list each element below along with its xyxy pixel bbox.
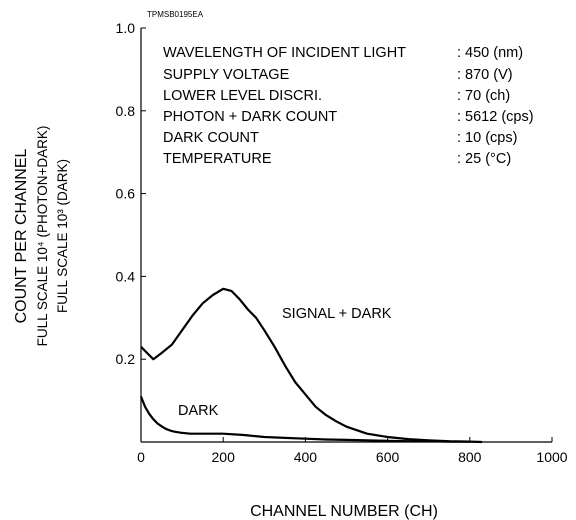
series-line-signal-dark (140, 287, 483, 444)
conditions-panel: WAVELENGTH OF INCIDENT LIGHT SUPPLY VOLT… (163, 45, 534, 167)
series-label-signal-dark: SIGNAL + DARK (282, 306, 392, 322)
condition-label-photon-dark-count: PHOTON + DARK COUNT (163, 109, 337, 125)
x-tick-label: 0 (137, 449, 145, 465)
chart-code: TPMSB0195EA (147, 10, 204, 19)
condition-value-photon-dark-count: : 5612 (cps) (457, 109, 534, 125)
y-axis-title: COUNT PER CHANNEL (13, 148, 30, 323)
series-line-dark (139, 396, 470, 443)
condition-value-dark-count: : 10 (cps) (457, 130, 517, 146)
condition-value-wavelength: : 450 (nm) (457, 45, 523, 61)
series-label-dark: DARK (178, 403, 219, 419)
plot-area: 0.2 0.4 0.6 0.8 1.0 0 200 400 600 800 1000 (116, 20, 568, 465)
condition-label-wavelength: WAVELENGTH OF INCIDENT LIGHT (163, 45, 406, 61)
y-tick-label: 0.8 (116, 103, 136, 119)
x-tick-label: 400 (294, 449, 318, 465)
x-tick-label: 800 (458, 449, 482, 465)
condition-label-supply-voltage: SUPPLY VOLTAGE (163, 67, 290, 83)
condition-label-dark-count: DARK COUNT (163, 130, 259, 146)
x-axis-title: CHANNEL NUMBER (CH) (250, 503, 438, 520)
condition-value-supply-voltage: : 870 (V) (457, 67, 513, 83)
condition-value-lld: : 70 (ch) (457, 88, 510, 104)
x-tick-label: 200 (212, 449, 236, 465)
y-tick-label: 0.2 (116, 351, 136, 367)
y-tick-label: 0.4 (116, 268, 136, 284)
x-tick-label: 1000 (536, 449, 567, 465)
x-tick-label: 600 (376, 449, 400, 465)
condition-label-temperature: TEMPERATURE (163, 151, 272, 167)
y-tick-label: 0.6 (116, 186, 136, 202)
y-axis-subtitle-photon-dark: FULL SCALE 10⁴ (PHOTON+DARK) (35, 126, 50, 347)
condition-label-lld: LOWER LEVEL DISCRI. (163, 88, 322, 104)
y-tick-label: 1.0 (116, 20, 136, 36)
condition-value-temperature: : 25 (°C) (457, 151, 511, 167)
y-axis-subtitle-dark: FULL SCALE 10³ (DARK) (55, 159, 70, 313)
